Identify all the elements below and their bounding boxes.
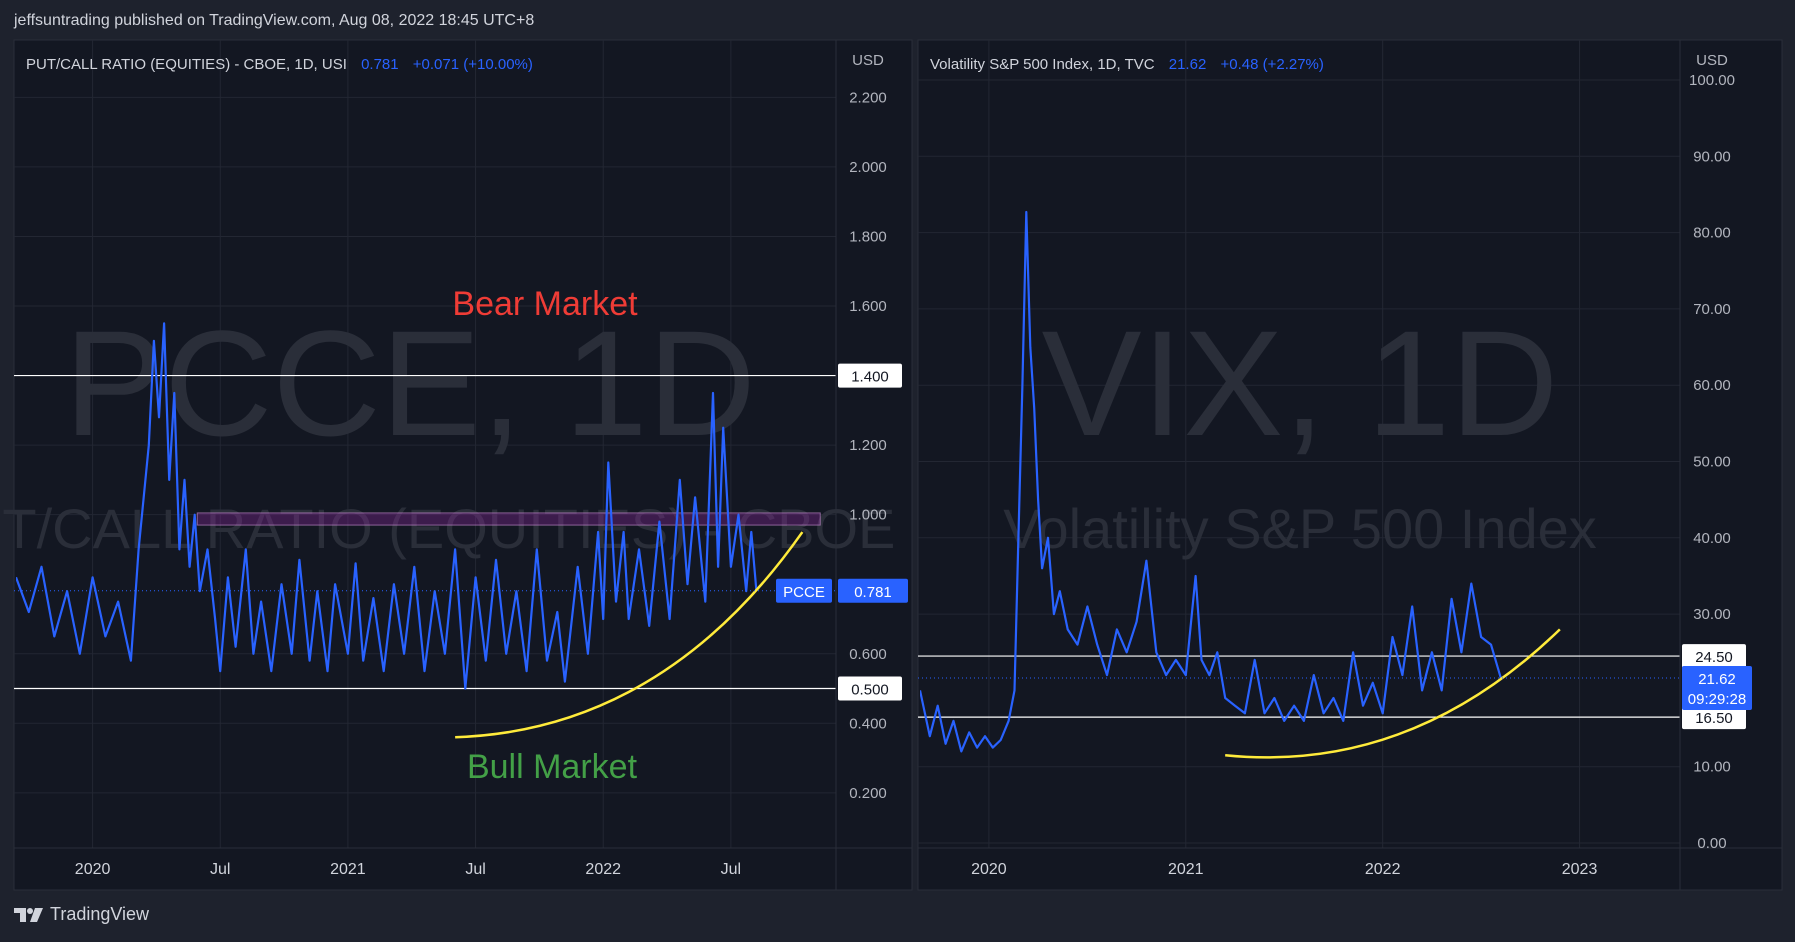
r-y-tick-label: 80.00 — [1693, 225, 1731, 242]
resistance-zone-rect — [196, 512, 821, 526]
vix-currency-label: USD — [1696, 52, 1728, 69]
l-hline-tag-label: 0.500 — [851, 682, 889, 699]
r-y-tick-label: 30.00 — [1693, 606, 1731, 623]
vix-legend-change: +0.48 (+2.27%) — [1220, 56, 1323, 73]
l-y-tick-label: 2.200 — [849, 89, 887, 106]
r-current-value-label: 21.62 — [1698, 671, 1736, 688]
l-current-value-tag — [838, 578, 908, 603]
l-y-tick-label: 0.400 — [849, 715, 887, 732]
r-hline-tag — [1682, 644, 1746, 669]
vix-current-price-tag: 21.62 09:29:28 — [918, 666, 1752, 711]
pcce-y-axis[interactable]: 2.200 2.000 1.800 1.600 1.200 1.000 0.600 0.400… — [849, 89, 887, 801]
l-x-tick-label: 2022 — [585, 861, 621, 878]
svg-text:PUT/CALL RATIO (EQUITIES) - CB: PUT/CALL RATIO (EQUITIES) - CBOE, 1D, US… — [26, 56, 533, 73]
tradingview-logo-icon — [14, 907, 43, 922]
l-y-tick-label: 0.200 — [849, 785, 887, 802]
l-series-line — [16, 322, 758, 690]
resistance-zone — [196, 512, 821, 526]
r-y-tick-label: 90.00 — [1693, 148, 1731, 165]
vix-legend-symbol: Volatility S&P 500 Index, 1D, TVC — [930, 56, 1155, 73]
l-x-tick-label: Jul — [465, 861, 485, 878]
svg-text:Volatility S&P 500 Index, 1D,: Volatility S&P 500 Index, 1D, TVC 21.62 … — [930, 56, 1324, 73]
l-bowl-curve — [455, 531, 804, 739]
pcce-watermark: PCCE, 1D PUT/CALL RATIO (EQUITIES) - CBO… — [0, 299, 895, 560]
l-hline-tag — [838, 676, 902, 701]
l-current-value-label: 0.781 — [854, 584, 892, 601]
r-x-tick-label: 2021 — [1168, 861, 1204, 878]
tradingview-footer[interactable]: TradingView — [14, 904, 149, 925]
pcce-curve — [455, 531, 804, 739]
r-y-tick-label: 40.00 — [1693, 530, 1731, 547]
pcce-legend[interactable]: PUT/CALL RATIO (EQUITIES) - CBOE, 1D, US… — [26, 56, 533, 73]
l-y-tick-label: 1.000 — [849, 507, 887, 524]
pcce-legend-symbol: PUT/CALL RATIO (EQUITIES) - CBOE, 1D, US… — [26, 56, 347, 73]
r-series-line — [920, 210, 1502, 753]
l-x-tick-label: Jul — [210, 861, 230, 878]
r-hline-tag-label: 24.50 — [1695, 649, 1733, 666]
pcce-horizontal-lines[interactable]: 1.400 0.500 — [14, 363, 902, 701]
vix-legend[interactable]: Volatility S&P 500 Index, 1D, TVC 21.62 … — [930, 56, 1324, 73]
publisher-header: jeffsuntrading published on TradingView.… — [14, 12, 535, 29]
r-y-tick-label: 0.00 — [1697, 835, 1726, 852]
pcce-grid — [14, 40, 836, 848]
r-current-value-tag — [1682, 666, 1752, 711]
l-hline-tag — [838, 363, 902, 388]
r-x-tick-label: 2023 — [1562, 861, 1598, 878]
l-x-tick-label: Jul — [721, 861, 741, 878]
pcce-watermark-sub: PUT/CALL RATIO (EQUITIES) - CBOE — [0, 497, 895, 560]
l-x-tick-label: 2020 — [75, 861, 111, 878]
l-y-tick-label: 1.600 — [849, 298, 887, 315]
r-y-tick-label: 10.00 — [1693, 759, 1731, 776]
r-x-tick-label: 2020 — [971, 861, 1007, 878]
pcce-current-price-tag: PCCE 0.781 — [14, 578, 908, 603]
vix-y-axis[interactable]: 100.00 90.00 80.00 70.00 60.00 50.00 40.00 30.0… — [1689, 72, 1735, 852]
pcce-legend-value: 0.781 — [361, 56, 399, 73]
pcce-x-axis[interactable]: 2020 Jul 2021 Jul 2022 Jul — [75, 861, 741, 878]
r-y-tick-label: 100.00 — [1689, 72, 1735, 89]
r-countdown-label: 09:29:28 — [1688, 691, 1746, 708]
vix-legend-value: 21.62 — [1169, 56, 1207, 73]
pcce-watermark-main: PCCE, 1D — [64, 299, 756, 467]
r-hline-tag-label: 16.50 — [1695, 710, 1733, 727]
bear-market-label: Bear Market — [452, 285, 638, 323]
l-symbol-tag — [776, 578, 832, 603]
l-x-tick-label: 2021 — [330, 861, 366, 878]
l-y-tick-label: 2.000 — [849, 159, 887, 176]
l-symbol-tag-label: PCCE — [783, 584, 825, 601]
vix-watermark: VIX, 1D Volatility S&P 500 Index — [1003, 299, 1597, 560]
r-y-tick-label: 50.00 — [1693, 454, 1731, 471]
r-y-tick-label: 70.00 — [1693, 301, 1731, 318]
pcce-chart-panel[interactable]: PCCE, 1D PUT/CALL RATIO (EQUITIES) - CBO… — [0, 39, 913, 891]
pcce-series — [16, 322, 758, 690]
r-x-tick-label: 2022 — [1365, 861, 1401, 878]
pcce-legend-change: +0.071 (+10.00%) — [413, 56, 533, 73]
vix-grid — [918, 40, 1680, 848]
pcce-annotations: Bear Market Bull Market — [452, 285, 638, 786]
l-y-tick-label: 1.800 — [849, 228, 887, 245]
l-y-tick-label: 0.600 — [849, 646, 887, 663]
vix-watermark-main: VIX, 1D — [1042, 299, 1559, 467]
vix-watermark-sub: Volatility S&P 500 Index — [1003, 497, 1597, 560]
vix-curve — [1225, 628, 1561, 759]
bull-market-label: Bull Market — [467, 748, 638, 786]
vix-x-axis[interactable]: 2020 2021 2022 2023 — [971, 861, 1597, 878]
vix-series — [920, 210, 1502, 753]
tradingview-brand: TradingView — [50, 904, 150, 924]
l-hline-tag-label: 1.400 — [851, 369, 889, 386]
l-y-tick-label: 1.200 — [849, 437, 887, 454]
r-bowl-curve — [1225, 628, 1561, 759]
vix-chart-panel[interactable]: VIX, 1D Volatility S&P 500 Index 24.50 16… — [917, 39, 1783, 891]
pcce-currency-label: USD — [852, 52, 884, 69]
vix-horizontal-lines[interactable]: 24.50 16.50 — [918, 644, 1746, 730]
r-hline-tag — [1682, 705, 1746, 730]
r-y-tick-label: 60.00 — [1693, 377, 1731, 394]
